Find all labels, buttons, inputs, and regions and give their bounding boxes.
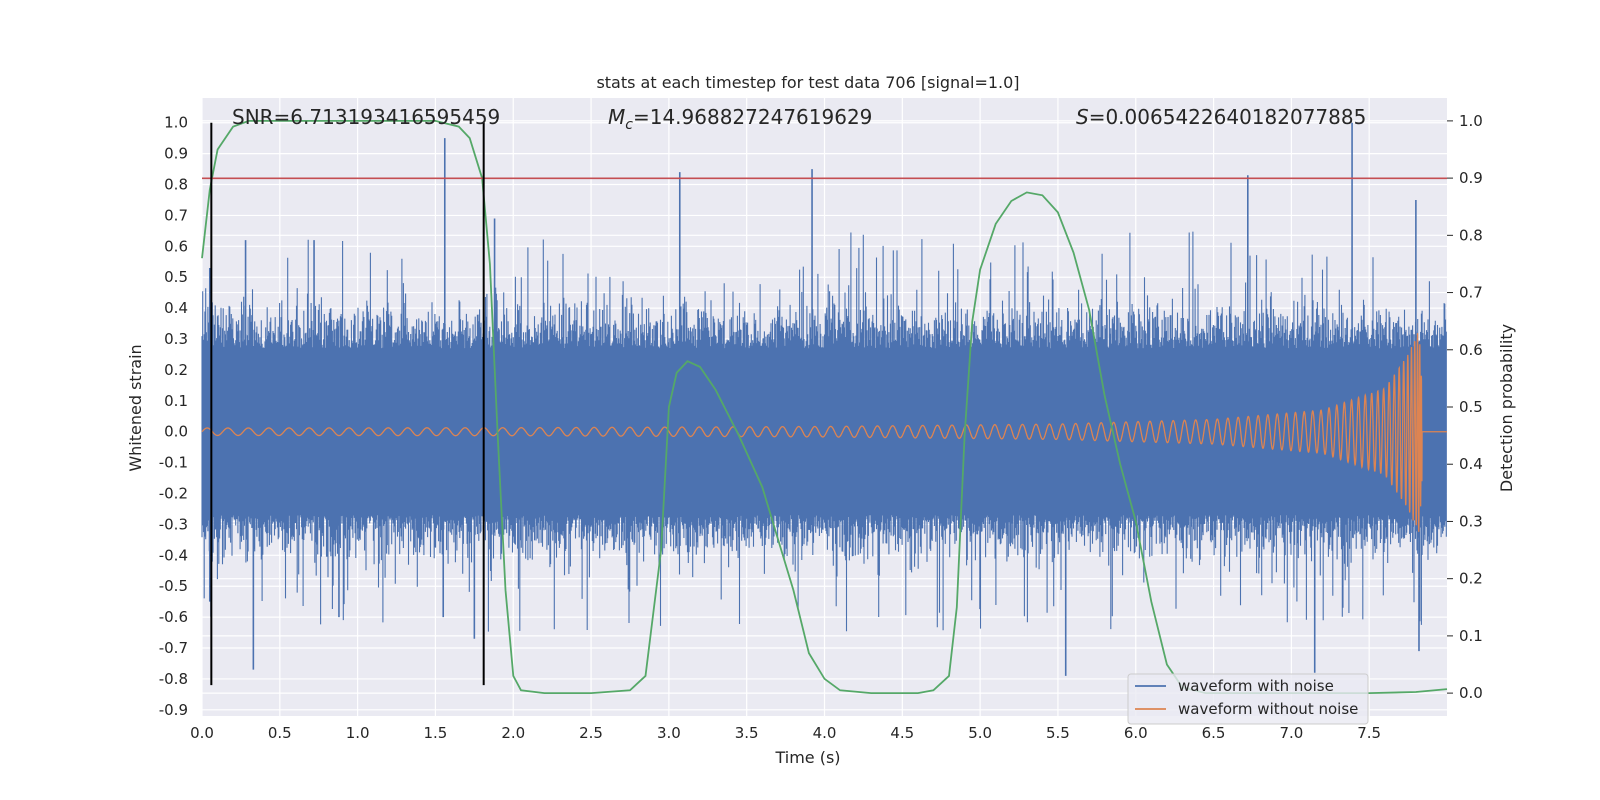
x-tick-label: 2.0 [501,724,525,742]
clean-trace [201,333,1447,532]
x-tick-label: 0.0 [190,724,214,742]
legend: waveform with noise waveform without noi… [1127,673,1369,725]
x-tick-label: 5.0 [968,724,992,742]
x-tick-label: 4.0 [813,724,837,742]
y2-tick-label: 0.9 [1459,169,1483,187]
y-tick-label: 1.0 [164,114,188,132]
snr-annotation: SNR=6.713193416595459 [232,105,500,129]
chart-title: stats at each timestep for test data 706… [596,73,1019,92]
tick-labels: 0.0 0.5 1.0 1.5 2.0 2.5 3.0 3.5 4.0 4.5 5.0 5.5 6.0 6… [159,112,1483,742]
y2-tick-label: 0.4 [1459,455,1483,473]
y2-tick-label: 1.0 [1459,112,1483,130]
y-tick-label: 0.7 [164,206,188,224]
y2-tick-label: 0.3 [1459,512,1483,530]
x-axis-label: Time (s) [774,748,840,767]
chirp-mass-annotation: Mc=14.968827247619629 [608,105,872,133]
y2-tick-label: 0.8 [1459,226,1483,244]
y-tick-label: -0.2 [159,485,188,503]
legend-label-noise: waveform with noise [1178,677,1334,695]
y-tick-label: -0.7 [159,639,188,657]
chirp-mass-subscript: c [625,117,633,133]
legend-box [1127,673,1369,725]
y-tick-label: -0.5 [159,577,188,595]
x-tick-label: 4.5 [890,724,914,742]
y-tick-label: -0.9 [159,701,188,719]
x-tick-label: 0.5 [268,724,292,742]
y2-tick-label: 0.5 [1459,398,1483,416]
y-tick-label: 0.1 [164,392,188,410]
series-detection-probability [201,120,1448,694]
y-axis-label: Whitened strain [126,344,145,471]
legend-label-clean: waveform without noise [1178,700,1358,718]
y2-tick-label: 0.0 [1459,684,1483,702]
y-tick-label: 0.2 [164,361,188,379]
s-value: =0.0065422640182077885 [1089,105,1367,129]
s-annotation: S=0.0065422640182077885 [1076,105,1366,129]
y-tick-label: 0.6 [164,237,188,255]
overlay-lines [202,122,1447,686]
x-tick-label: 6.5 [1202,724,1226,742]
y2-tick-label: 0.6 [1459,341,1483,359]
series-waveform-without-noise [201,333,1447,532]
y2-tick-label: 0.7 [1459,284,1483,302]
probability-trace [201,120,1448,694]
x-tick-label: 7.0 [1279,724,1303,742]
y-tick-label: 0.0 [164,423,188,441]
x-tick-label: 3.5 [735,724,759,742]
y-tick-label: 0.9 [164,145,188,163]
x-tick-label: 1.0 [346,724,370,742]
y2-axis-label: Detection probability [1497,324,1516,492]
y-tick-label: 0.5 [164,268,188,286]
y-tick-label: 0.8 [164,176,188,194]
x-tick-label: 3.0 [657,724,681,742]
x-tick-label: 7.5 [1357,724,1381,742]
s-symbol: S [1076,105,1089,129]
y2-tick-label: 0.2 [1459,570,1483,588]
y-tick-label: 0.3 [164,330,188,348]
y-tick-label: -0.8 [159,670,188,688]
chirp-mass-value: =14.968827247619629 [633,105,872,129]
y2-tick-label: 0.1 [1459,627,1483,645]
x-tick-label: 2.5 [579,724,603,742]
chirp-mass-symbol: M [608,105,625,129]
y-tick-label: -0.3 [159,515,188,533]
x-tick-label: 1.5 [424,724,448,742]
y-tick-label: -0.4 [159,546,188,564]
y-tick-label: -0.1 [159,454,188,472]
y-tick-label: 0.4 [164,299,188,317]
x-tick-label: 5.5 [1046,724,1070,742]
y-tick-label: -0.6 [159,608,188,626]
x-tick-label: 6.0 [1124,724,1148,742]
